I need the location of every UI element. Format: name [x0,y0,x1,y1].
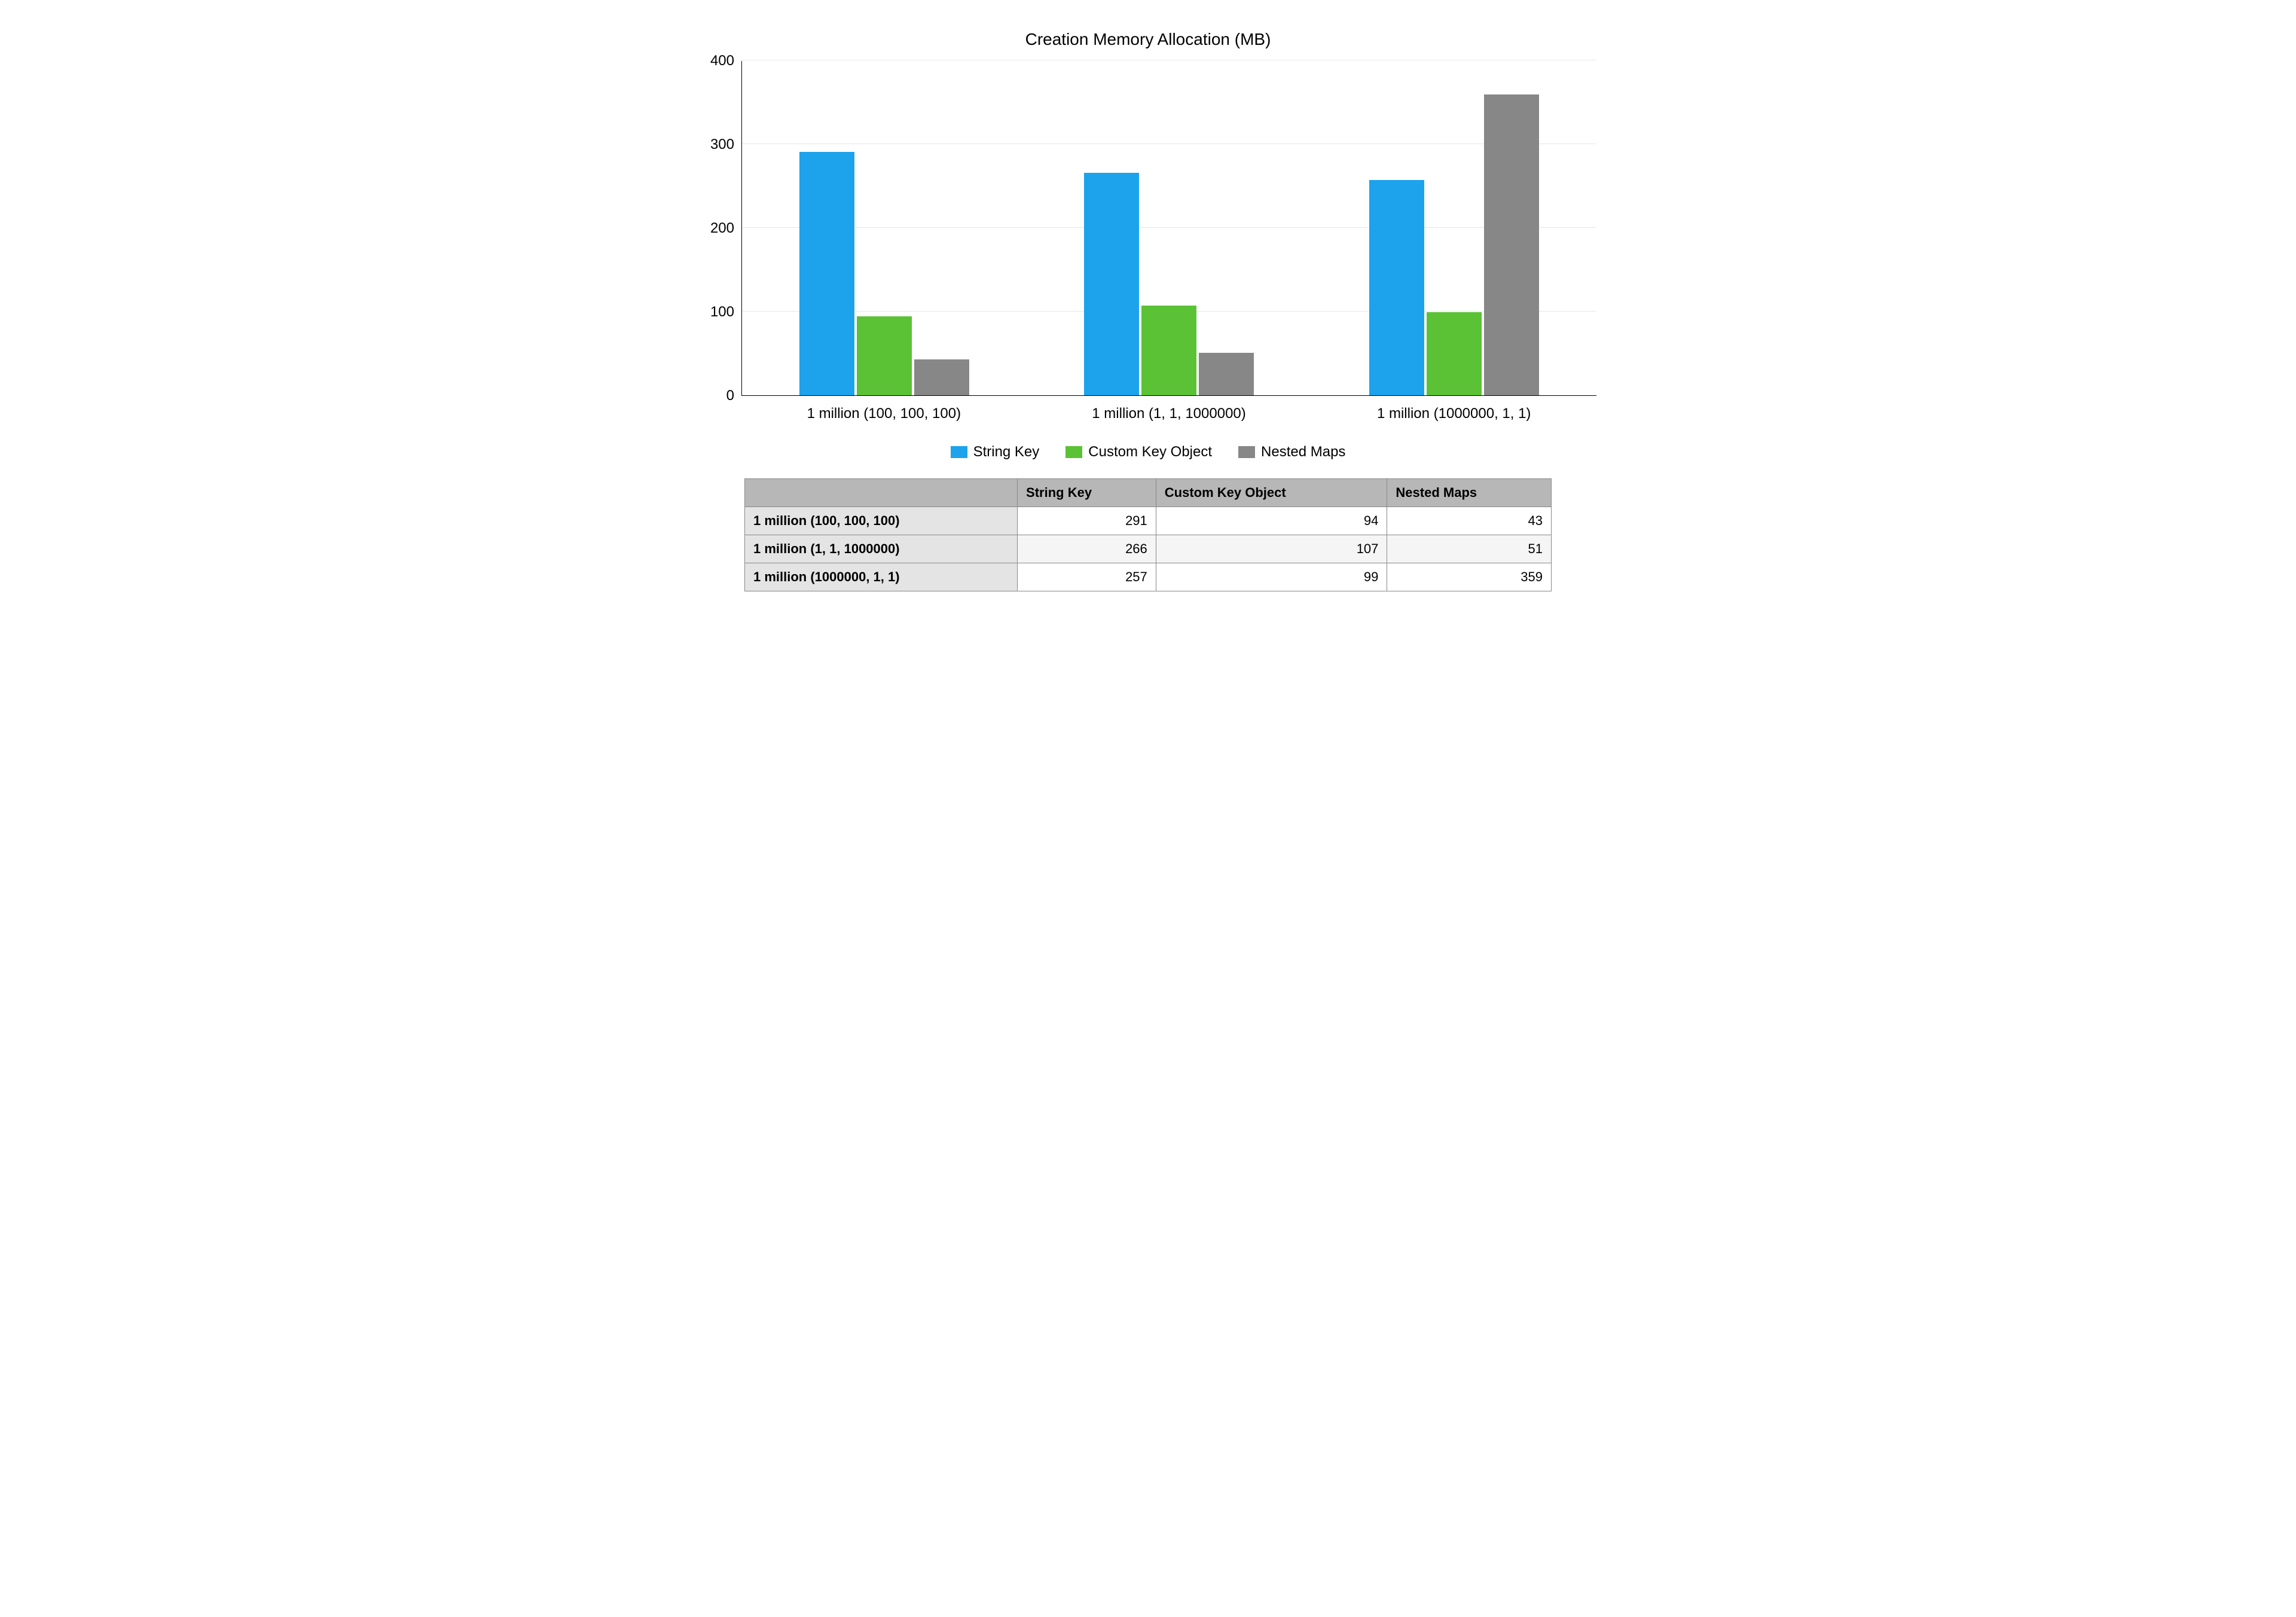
y-tick-label: 0 [726,388,734,404]
table-cell: 359 [1387,563,1552,591]
table-cell: 107 [1156,535,1387,563]
y-tick-label: 400 [710,53,734,69]
table-cell: 94 [1156,507,1387,535]
table-row: 1 million (1, 1, 1000000)26610751 [745,535,1552,563]
legend-item: Nested Maps [1238,444,1345,460]
bar [1369,180,1424,395]
bar [857,316,912,395]
bar [914,359,969,395]
x-tick-label: 1 million (1000000, 1, 1) [1311,405,1596,422]
table-column-header: String Key [1018,479,1156,507]
table-cell: 43 [1387,507,1552,535]
table-column-header: Nested Maps [1387,479,1552,507]
table-cell: 257 [1018,563,1156,591]
bars-layer [742,61,1596,395]
x-tick-label: 1 million (1, 1, 1000000) [1027,405,1312,422]
table-row: 1 million (100, 100, 100)2919443 [745,507,1552,535]
x-axis-labels: 1 million (100, 100, 100)1 million (1, 1… [741,405,1596,422]
table-header-row: String KeyCustom Key ObjectNested Maps [745,479,1552,507]
table-row-header: 1 million (100, 100, 100) [745,507,1018,535]
legend-label: String Key [973,444,1040,460]
table-cell: 99 [1156,563,1387,591]
table-cell: 51 [1387,535,1552,563]
table-cell: 266 [1018,535,1156,563]
bar [1141,306,1196,395]
table-cell: 291 [1018,507,1156,535]
bar [1484,94,1539,395]
legend: String Key Custom Key Object Nested Maps [700,444,1596,460]
y-tick-label: 300 [710,136,734,153]
legend-item: Custom Key Object [1065,444,1212,460]
y-axis: 0100200300400 [700,61,741,396]
table-body: 1 million (100, 100, 100)29194431 millio… [745,507,1552,591]
table-row-header: 1 million (1000000, 1, 1) [745,563,1018,591]
bar [1199,353,1254,395]
legend-label: Custom Key Object [1088,444,1212,460]
y-tick-label: 200 [710,220,734,237]
table-column-header: Custom Key Object [1156,479,1387,507]
bar [1084,173,1139,395]
bar-group [1368,61,1540,395]
plot-area [741,61,1596,396]
chart-container: Creation Memory Allocation (MB) 0 100 200 3… [700,30,1596,591]
bar [1427,312,1482,395]
bar [799,152,854,395]
x-tick-label: 1 million (100, 100, 100) [741,405,1027,422]
table-row: 1 million (1000000, 1, 1)25799359 [745,563,1552,591]
legend-swatch [1238,446,1255,458]
table-corner-cell [745,479,1018,507]
chart-plot-wrap: 0100200300400 [700,61,1596,396]
legend-swatch [1065,446,1082,458]
chart-title: Creation Memory Allocation (MB) [700,30,1596,49]
legend-item: String Key [951,444,1040,460]
data-table: String KeyCustom Key ObjectNested Maps 1… [744,478,1552,591]
legend-label: Nested Maps [1261,444,1345,460]
bar-group [1083,61,1255,395]
bar-group [798,61,970,395]
y-tick-label: 100 [710,304,734,321]
legend-swatch [951,446,967,458]
table-row-header: 1 million (1, 1, 1000000) [745,535,1018,563]
